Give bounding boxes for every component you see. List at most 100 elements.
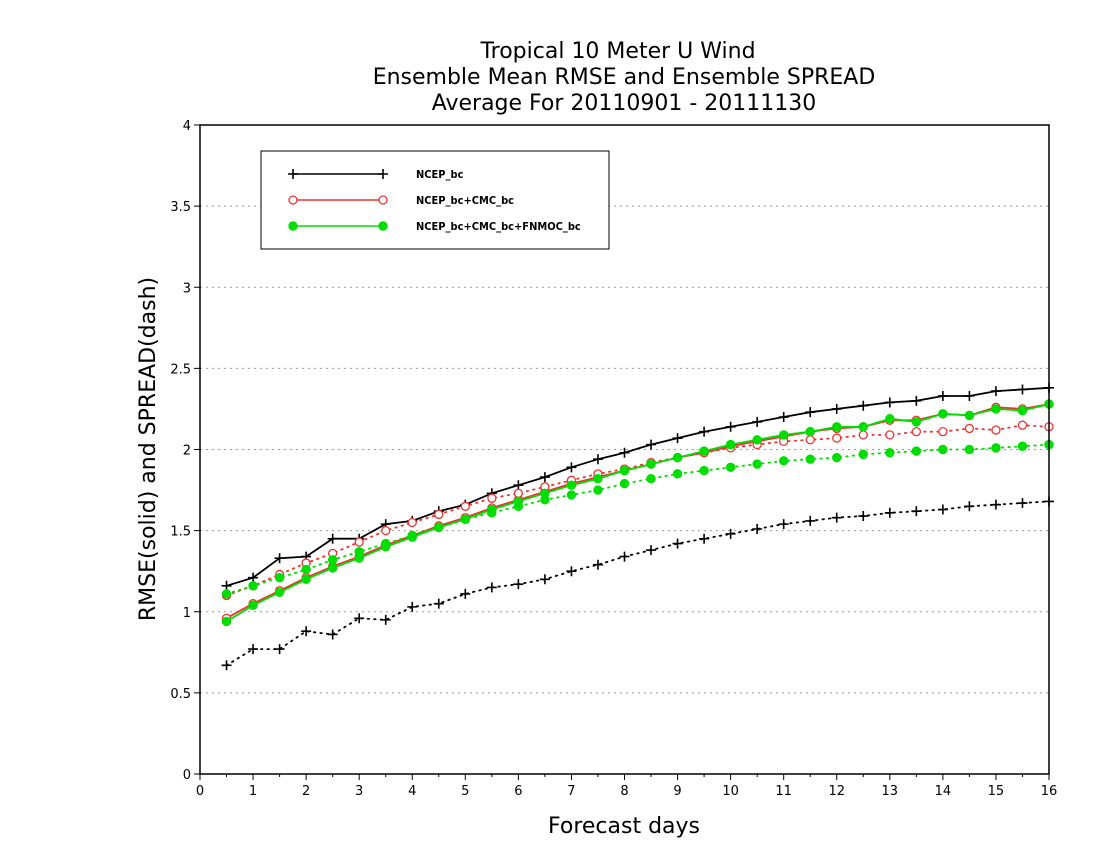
rmse-point — [858, 422, 868, 432]
spread-point — [539, 574, 550, 585]
spread-point — [832, 433, 842, 443]
rmse-point — [221, 580, 232, 591]
spread-point — [460, 501, 470, 511]
spread-point — [964, 423, 975, 434]
rmse-point — [752, 435, 762, 445]
spread-point — [858, 449, 868, 460]
rmse-line — [226, 403, 1050, 623]
series-1 — [221, 382, 1054, 671]
spread-point — [381, 538, 391, 549]
spread-point — [434, 509, 444, 520]
spread-point — [301, 564, 311, 575]
rmse-point — [327, 563, 338, 573]
spread-point — [885, 430, 895, 440]
legend: NCEP_bc NCEP_bc+CMC_bc NCEP_bc+CMC_bc+FNMO… — [260, 150, 610, 250]
rmse-point — [274, 587, 285, 597]
y-axis-label: RMSE(solid) and SPREAD(dash) — [136, 277, 161, 621]
spread-point — [805, 454, 815, 464]
spread-point — [487, 508, 497, 518]
rmse-point — [248, 600, 258, 610]
spread-point — [805, 435, 815, 445]
spread-point — [433, 598, 444, 609]
rmse-point — [778, 430, 789, 440]
spread-point — [274, 644, 285, 655]
x-tick-label: 12 — [828, 784, 845, 799]
rmse-point — [1017, 384, 1028, 395]
rmse-point — [672, 433, 683, 444]
spread-point — [487, 493, 497, 503]
spread-point — [937, 504, 948, 515]
y-tick-label: 3.5 — [170, 200, 191, 215]
spread-point — [884, 507, 895, 518]
spread-point — [513, 488, 524, 498]
spread-point — [540, 495, 550, 505]
x-tick-label: 16 — [1041, 784, 1058, 799]
y-tick-label: 2.5 — [170, 362, 191, 377]
spread-point — [1017, 498, 1028, 509]
spread-point — [672, 538, 683, 549]
spread-point — [327, 555, 338, 565]
spread-point — [327, 629, 338, 640]
spread-point — [725, 528, 736, 539]
rmse-point — [619, 465, 630, 476]
rmse-point — [646, 439, 657, 450]
spread-point — [486, 582, 497, 593]
legend-item-1: NCEP_bc — [288, 168, 464, 181]
spread-point — [752, 459, 762, 469]
spread-point — [964, 501, 975, 512]
rmse-point — [327, 533, 338, 544]
spread-point — [672, 469, 683, 479]
spread-point — [991, 443, 1001, 453]
x-tick-label: 4 — [408, 784, 416, 799]
legend-marker — [288, 195, 298, 205]
rmse-point — [832, 422, 842, 432]
rmse-point — [725, 439, 736, 450]
rmse-point — [778, 412, 789, 423]
rmse-point — [1017, 405, 1028, 416]
spread-point — [938, 427, 948, 437]
rmse-point — [699, 426, 710, 437]
spread-point — [964, 444, 975, 455]
spread-point — [381, 525, 391, 536]
rmse-point — [937, 390, 948, 401]
spread-point — [778, 456, 789, 466]
spread-point — [221, 589, 232, 599]
x-tick-label: 15 — [988, 784, 1005, 799]
legend-marker — [378, 221, 388, 231]
series-2 — [221, 399, 1054, 623]
x-tick-label: 7 — [567, 784, 575, 799]
rmse-point — [301, 574, 311, 584]
y-axis: 0 0.5 1 1.5 2 2.5 3 3.5 4 — [170, 119, 200, 783]
rmse-point — [539, 472, 550, 483]
rmse-point — [646, 459, 656, 469]
rmse-point — [911, 417, 922, 427]
legend-item-3: NCEP_bc+CMC_bc+FNMOC_bc — [288, 220, 581, 233]
spread-point — [513, 501, 524, 511]
legend-item-2: NCEP_bc+CMC_bc — [288, 194, 514, 207]
rmse-point — [725, 421, 736, 432]
spread-point — [354, 537, 364, 547]
x-tick-label: 0 — [196, 784, 204, 799]
spread-point — [407, 601, 418, 612]
y-tick-label: 4 — [183, 119, 191, 134]
spread-point — [858, 511, 869, 522]
y-tick-label: 0 — [183, 768, 191, 783]
series-layer — [221, 382, 1054, 671]
title-line-3: Average For 20110901 - 20111130 — [432, 91, 817, 116]
spread-point — [301, 626, 312, 637]
spread-point — [354, 547, 364, 557]
spread-point — [699, 465, 709, 476]
rmse-point — [805, 426, 815, 437]
title-line-1: Tropical 10 Meter U Wind — [479, 39, 755, 64]
spread-point — [566, 566, 577, 577]
spread-point — [911, 427, 921, 437]
spread-point — [699, 533, 710, 544]
spread-point — [1017, 420, 1028, 430]
spread-point — [831, 512, 842, 523]
spread-point — [619, 551, 630, 562]
rmse-point — [885, 413, 895, 424]
spread-point — [938, 444, 948, 455]
spread-point — [991, 425, 1001, 435]
spread-point — [646, 545, 657, 556]
